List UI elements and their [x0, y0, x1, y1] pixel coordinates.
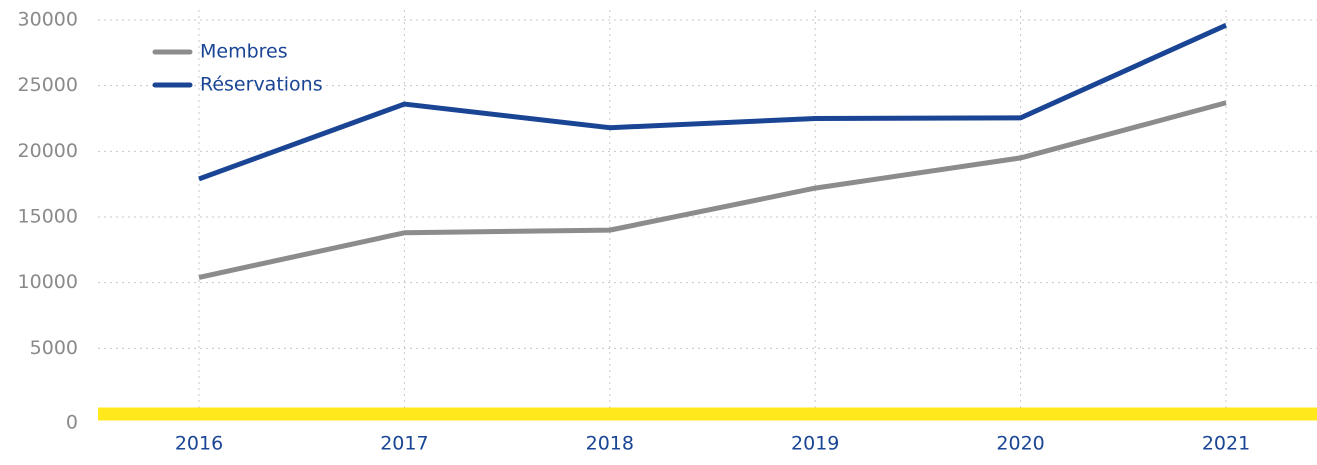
y-tick-label: 5000: [30, 337, 78, 359]
y-tick-label: 30000: [18, 9, 78, 31]
x-tick-label: 2016: [175, 433, 223, 455]
y-tick-label: 10000: [18, 271, 78, 293]
y-tick-label: 20000: [18, 140, 78, 162]
line-series: [198, 22, 1228, 182]
legend-label: Membres: [200, 41, 288, 63]
line-series: [198, 100, 1227, 280]
y-tick-label: 25000: [18, 74, 78, 96]
y-tick-label: 0: [66, 412, 78, 434]
x-tick-label: 2018: [586, 433, 634, 455]
x-tick-label: 2020: [996, 433, 1044, 455]
y-tick-label: 15000: [18, 206, 78, 228]
x-tick-label: 2017: [380, 433, 428, 455]
x-tick-label: 2019: [791, 433, 839, 455]
x-tick-label: 2021: [1202, 433, 1250, 455]
legend-label: Réservations: [200, 74, 323, 96]
